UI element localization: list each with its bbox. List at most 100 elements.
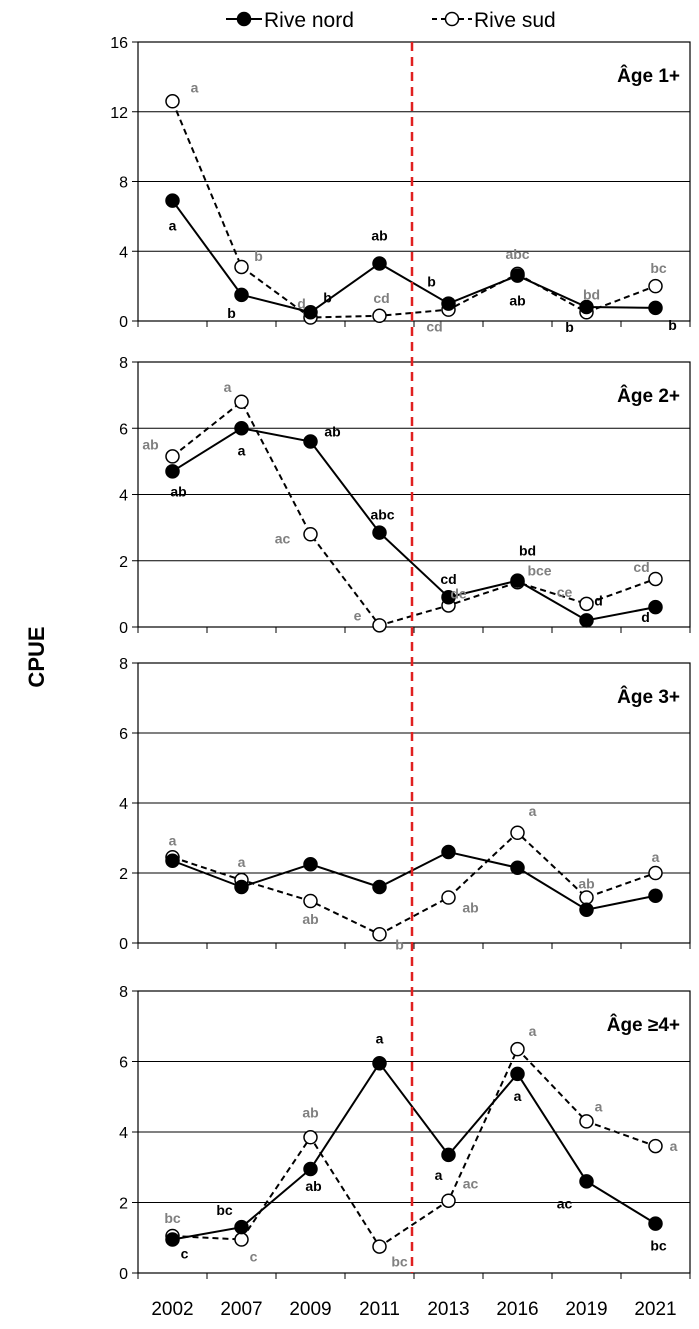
data-point-rive-sud [648,278,663,294]
series-line-rive-sud [172,1047,656,1248]
data-label: b [227,305,236,321]
data-point-rive-sud [648,1138,663,1154]
data-point-rive-sud [441,890,456,905]
data-label: ab [305,1178,321,1194]
series-line-rive-sud [171,100,656,319]
data-label: bd [583,286,600,302]
legend-label-rive-sud: Rive sud [474,9,556,32]
data-point-rive-nord [234,287,249,303]
data-label: c [250,1249,258,1265]
data-label: ab [324,424,340,440]
data-label: a [529,1023,537,1039]
data-label: ac [557,1195,573,1211]
data-point-rive-nord [441,844,456,860]
y-tick-label: 0 [119,936,128,953]
data-label: cd [633,559,649,575]
data-point-rive-nord [510,573,525,588]
data-label: a [670,1138,678,1154]
panel-title: Âge 1+ [617,65,680,87]
y-tick-label: 4 [119,244,128,261]
x-tick-label: 2013 [427,1299,469,1320]
data-point-rive-nord [303,857,318,872]
data-label: abc [505,246,529,262]
data-point-rive-nord [648,1216,663,1231]
data-label: ab [302,1104,318,1120]
data-label: b [395,936,404,952]
data-point-rive-sud [510,825,525,840]
data-label: c [181,1246,189,1262]
y-tick-label: 4 [119,1125,128,1142]
data-point-rive-sud [372,308,387,324]
y-tick-label: 8 [119,355,128,372]
data-point-rive-nord [303,305,318,320]
y-tick-label: 2 [119,554,128,571]
series-line-rive-nord [172,850,656,911]
data-point-rive-sud [234,1232,249,1247]
y-tick-label: 6 [119,1055,128,1072]
x-tick-label: 2011 [359,1299,400,1320]
data-label: ab [509,293,525,309]
data-label: cd [373,290,389,306]
data-point-rive-nord [165,193,180,208]
x-tick-label: 2009 [289,1299,331,1320]
data-label: a [435,1167,443,1183]
data-label: a [376,1030,384,1046]
data-label: b [323,289,332,305]
data-point-rive-nord [648,888,663,903]
data-point-rive-sud [510,1041,525,1057]
data-point-rive-nord [372,256,387,271]
data-label: a [169,832,177,848]
data-label: ab [578,876,594,892]
data-label: de [450,585,467,601]
data-label: a [238,854,246,870]
data-point-rive-sud [165,449,180,464]
x-tick-label: 2021 [634,1299,676,1320]
x-tick-label: 2007 [220,1299,262,1320]
data-point-rive-nord [372,525,387,540]
data-point-rive-sud [372,1239,387,1254]
data-point-rive-nord [579,902,594,917]
data-point-rive-nord [303,434,318,449]
series-line-rive-nord [171,427,656,622]
data-point-rive-sud [648,865,663,881]
data-label: d [641,609,650,625]
data-label: cd [426,319,442,335]
data-point-rive-sud [303,893,318,909]
y-tick-label: 0 [119,620,128,637]
data-point-rive-nord [372,879,387,895]
y-tick-label: 6 [119,421,128,438]
data-label: cd [440,571,456,587]
data-point-rive-nord [441,589,456,605]
data-label: bc [650,1238,667,1254]
data-point-rive-nord [372,1056,387,1071]
data-point-rive-nord [165,853,180,868]
data-point-rive-nord [579,613,594,628]
x-tick-label: 2016 [496,1299,538,1320]
legend-label-rive-nord: Rive nord [264,9,354,32]
data-label: bc [164,1210,181,1226]
data-label: ab [142,436,158,452]
series-line-rive-nord [171,200,656,314]
data-point-rive-nord [510,268,525,283]
data-point-rive-sud [372,927,387,942]
data-point-rive-sud [303,527,318,542]
y-tick-label: 6 [119,726,128,743]
data-label: ab [462,900,478,916]
y-tick-label: 4 [119,488,128,505]
data-label: b [254,248,263,264]
data-label: a [514,1088,522,1104]
x-tick-label: 2002 [151,1299,193,1320]
y-tick-label: 2 [119,1196,128,1213]
data-label: bc [650,260,667,276]
y-tick-label: 2 [119,866,128,883]
y-tick-label: 4 [119,796,128,813]
series-line-rive-sud [171,400,656,627]
x-tick-label: 2019 [565,1299,607,1320]
data-label: a [529,803,537,819]
data-point-rive-nord [165,464,180,479]
data-label: a [595,1098,603,1114]
data-point-rive-nord [234,879,249,895]
series-line-rive-nord [172,1061,657,1241]
y-tick-label: 0 [119,1266,128,1283]
data-label: d [594,592,603,608]
